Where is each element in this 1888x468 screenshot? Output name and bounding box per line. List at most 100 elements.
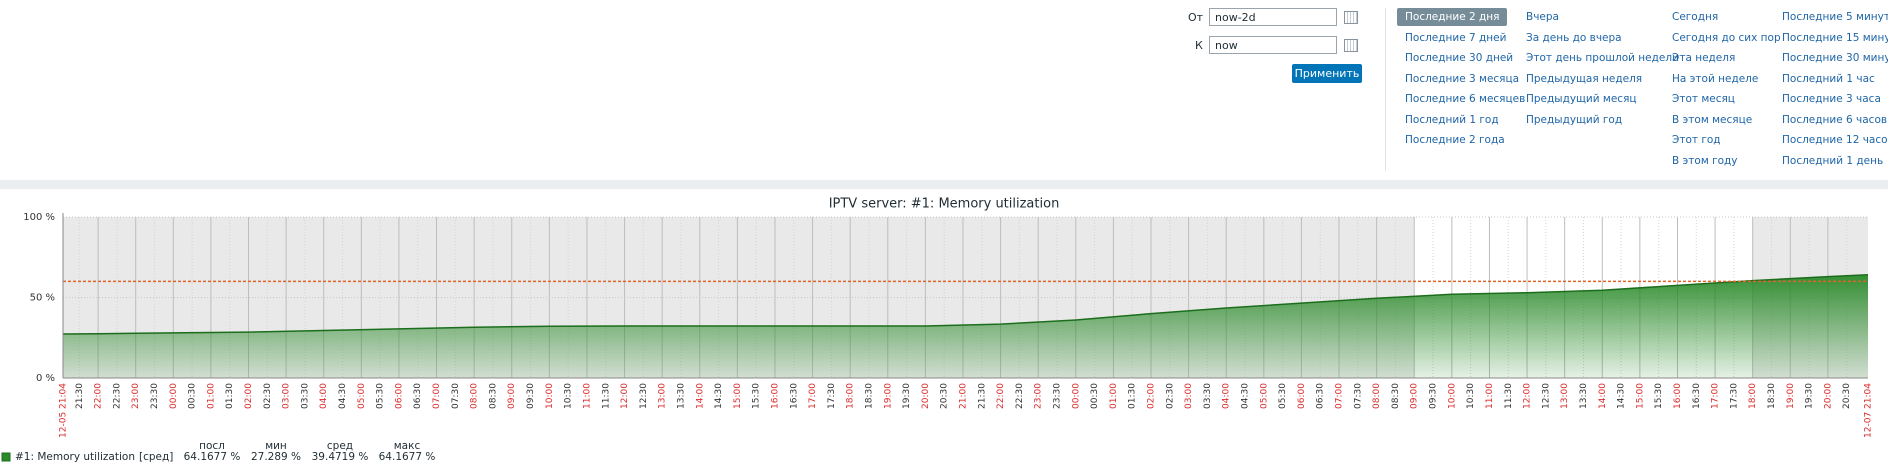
x-tick-label: 21:30 xyxy=(75,383,85,409)
x-tick-label: 05:00 xyxy=(357,383,367,409)
quick-range-link[interactable]: В этом месяце xyxy=(1672,113,1753,126)
quick-range-link[interactable]: Последние 3 часа xyxy=(1782,93,1881,105)
quick-range-link[interactable]: Последний 1 год xyxy=(1405,113,1499,126)
quick-range-link[interactable]: Последние 2 дня xyxy=(1397,8,1508,26)
x-tick-label: 18:30 xyxy=(1767,383,1777,409)
x-tick-label: 07:00 xyxy=(1335,383,1345,409)
x-tick-label: 09:00 xyxy=(1410,383,1420,409)
quick-range-link[interactable]: Сегодня xyxy=(1672,11,1719,23)
x-tick-label: 08:30 xyxy=(488,383,498,409)
y-tick-label: 50 % xyxy=(30,293,55,304)
from-input[interactable]: now-2d xyxy=(1209,8,1337,26)
x-tick-label: 06:30 xyxy=(413,383,423,409)
quick-range-link[interactable]: Этот месяц xyxy=(1672,93,1735,105)
quick-range-link[interactable]: За день до вчера xyxy=(1526,31,1622,44)
quick-range-link[interactable]: Последние 2 года xyxy=(1405,134,1505,146)
x-tick-label: 03:30 xyxy=(1203,383,1213,409)
x-tick-label: 14:30 xyxy=(714,383,724,409)
x-tick-label: 03:30 xyxy=(300,383,310,409)
x-tick-label: 00:00 xyxy=(169,383,179,409)
graph: IPTV server: #1: Memory utilization 21:3… xyxy=(1,197,1874,463)
to-input[interactable]: now xyxy=(1209,36,1337,54)
quick-range-link[interactable]: Последние 6 месяцев xyxy=(1405,93,1526,105)
x-tick-label: 17:30 xyxy=(1729,383,1739,409)
x-tick-label: 06:00 xyxy=(1297,383,1307,409)
quick-range-link[interactable]: Последние 5 минут xyxy=(1782,11,1888,23)
quick-range-link[interactable]: Последний 1 час xyxy=(1782,72,1875,85)
x-tick-label: 04:30 xyxy=(1241,383,1251,409)
legend-value: 39.4719 % xyxy=(312,451,369,463)
x-tick-label: 11:00 xyxy=(582,383,592,409)
x-tick-label: 01:30 xyxy=(1128,383,1138,409)
x-tick-label: 06:30 xyxy=(1316,383,1326,409)
x-tick-label: 20:30 xyxy=(1842,383,1852,409)
x-tick-label: 13:00 xyxy=(658,383,668,409)
x-tick-label: 00:30 xyxy=(188,383,198,409)
x-tick-label: 03:00 xyxy=(1184,383,1194,409)
quick-range-link[interactable]: Вчера xyxy=(1526,11,1559,23)
x-tick-label: 09:30 xyxy=(1429,383,1439,409)
x-tick-label: 01:30 xyxy=(225,383,235,409)
quick-range-link[interactable]: Предыдущий год xyxy=(1526,113,1623,126)
x-tick-label: 14:00 xyxy=(1598,383,1608,409)
x-tick-label: 05:30 xyxy=(1278,383,1288,409)
calendar-icon[interactable] xyxy=(1344,39,1358,52)
x-tick-label: 04:30 xyxy=(338,383,348,409)
legend-column: макс xyxy=(394,440,421,452)
x-tick-label: 12:00 xyxy=(1523,383,1533,409)
quick-range-link[interactable]: Предыдущий месяц xyxy=(1526,93,1637,105)
quick-range-link[interactable]: Последние 3 месяца xyxy=(1405,72,1520,85)
quick-range-link[interactable]: Последние 12 часов xyxy=(1782,134,1888,146)
x-tick-label: 00:00 xyxy=(1071,383,1081,409)
x-tick-label: 13:30 xyxy=(1579,383,1589,409)
x-tick-label: 15:00 xyxy=(1635,383,1645,409)
x-tick-label: 06:00 xyxy=(394,383,404,409)
quick-range-link[interactable]: Последние 30 минут xyxy=(1782,52,1888,64)
quick-range-link[interactable]: Последние 15 минут xyxy=(1782,31,1888,44)
x-tick-label: 04:00 xyxy=(319,383,329,409)
x-tick-label: 17:00 xyxy=(1711,383,1721,409)
x-tick-label: 12:00 xyxy=(620,383,630,409)
quick-range-link[interactable]: Предыдущая неделя xyxy=(1526,72,1643,85)
x-tick-label: 19:00 xyxy=(1786,383,1796,409)
x-edge-label: 12-05 21:04 xyxy=(59,383,69,438)
separator xyxy=(1385,8,1386,171)
legend-column: посл xyxy=(199,440,225,452)
x-tick-label: 03:00 xyxy=(282,383,292,409)
legend-func: [сред] xyxy=(139,451,173,463)
x-tick-label: 19:30 xyxy=(1805,383,1815,409)
area xyxy=(63,274,1868,378)
x-tick-label: 04:00 xyxy=(1222,383,1232,409)
x-tick-label: 21:00 xyxy=(958,383,968,409)
quick-range-link[interactable]: Сегодня до сих пор xyxy=(1672,31,1781,44)
quick-range-link[interactable]: Последние 7 дней xyxy=(1405,31,1507,44)
x-tick-label: 12:30 xyxy=(639,383,649,409)
quick-range-link[interactable]: Этот день прошлой недели xyxy=(1526,52,1679,64)
x-tick-label: 07:30 xyxy=(451,383,461,409)
quick-range-link[interactable]: Последние 6 часов xyxy=(1782,113,1888,126)
x-tick-label: 09:00 xyxy=(507,383,517,409)
x-tick-label: 02:00 xyxy=(1147,383,1157,409)
x-tick-label: 08:00 xyxy=(1372,383,1382,409)
quick-range-link[interactable]: В этом году xyxy=(1672,154,1738,167)
quick-range-link[interactable]: Последние 30 дней xyxy=(1405,52,1514,64)
x-tick-label: 22:00 xyxy=(94,383,104,409)
calendar-icon[interactable] xyxy=(1344,11,1358,24)
legend-name: #1: Memory utilization xyxy=(15,451,135,463)
filter-panel: От now-2d К now Применить Последние 2 дн… xyxy=(0,0,1888,180)
x-tick-label: 10:00 xyxy=(545,383,555,409)
quick-range-link[interactable]: Последний 1 день xyxy=(1782,154,1884,167)
quick-range-link[interactable]: На этой неделе xyxy=(1672,72,1759,85)
apply-button[interactable]: Применить xyxy=(1292,64,1362,83)
x-tick-label: 17:30 xyxy=(827,383,837,409)
x-tick-label: 16:30 xyxy=(789,383,799,409)
quick-range-link[interactable]: Эта неделя xyxy=(1672,52,1736,64)
x-tick-label: 07:00 xyxy=(432,383,442,409)
x-tick-label: 12:30 xyxy=(1541,383,1551,409)
line xyxy=(62,273,1869,335)
x-edge-label: 12-07 21:04 xyxy=(1864,383,1874,438)
x-tick-label: 16:00 xyxy=(1673,383,1683,409)
x-tick-label: 15:00 xyxy=(733,383,743,409)
quick-range-link[interactable]: Этот год xyxy=(1672,134,1721,146)
x-tick-label: 02:30 xyxy=(1165,383,1175,409)
